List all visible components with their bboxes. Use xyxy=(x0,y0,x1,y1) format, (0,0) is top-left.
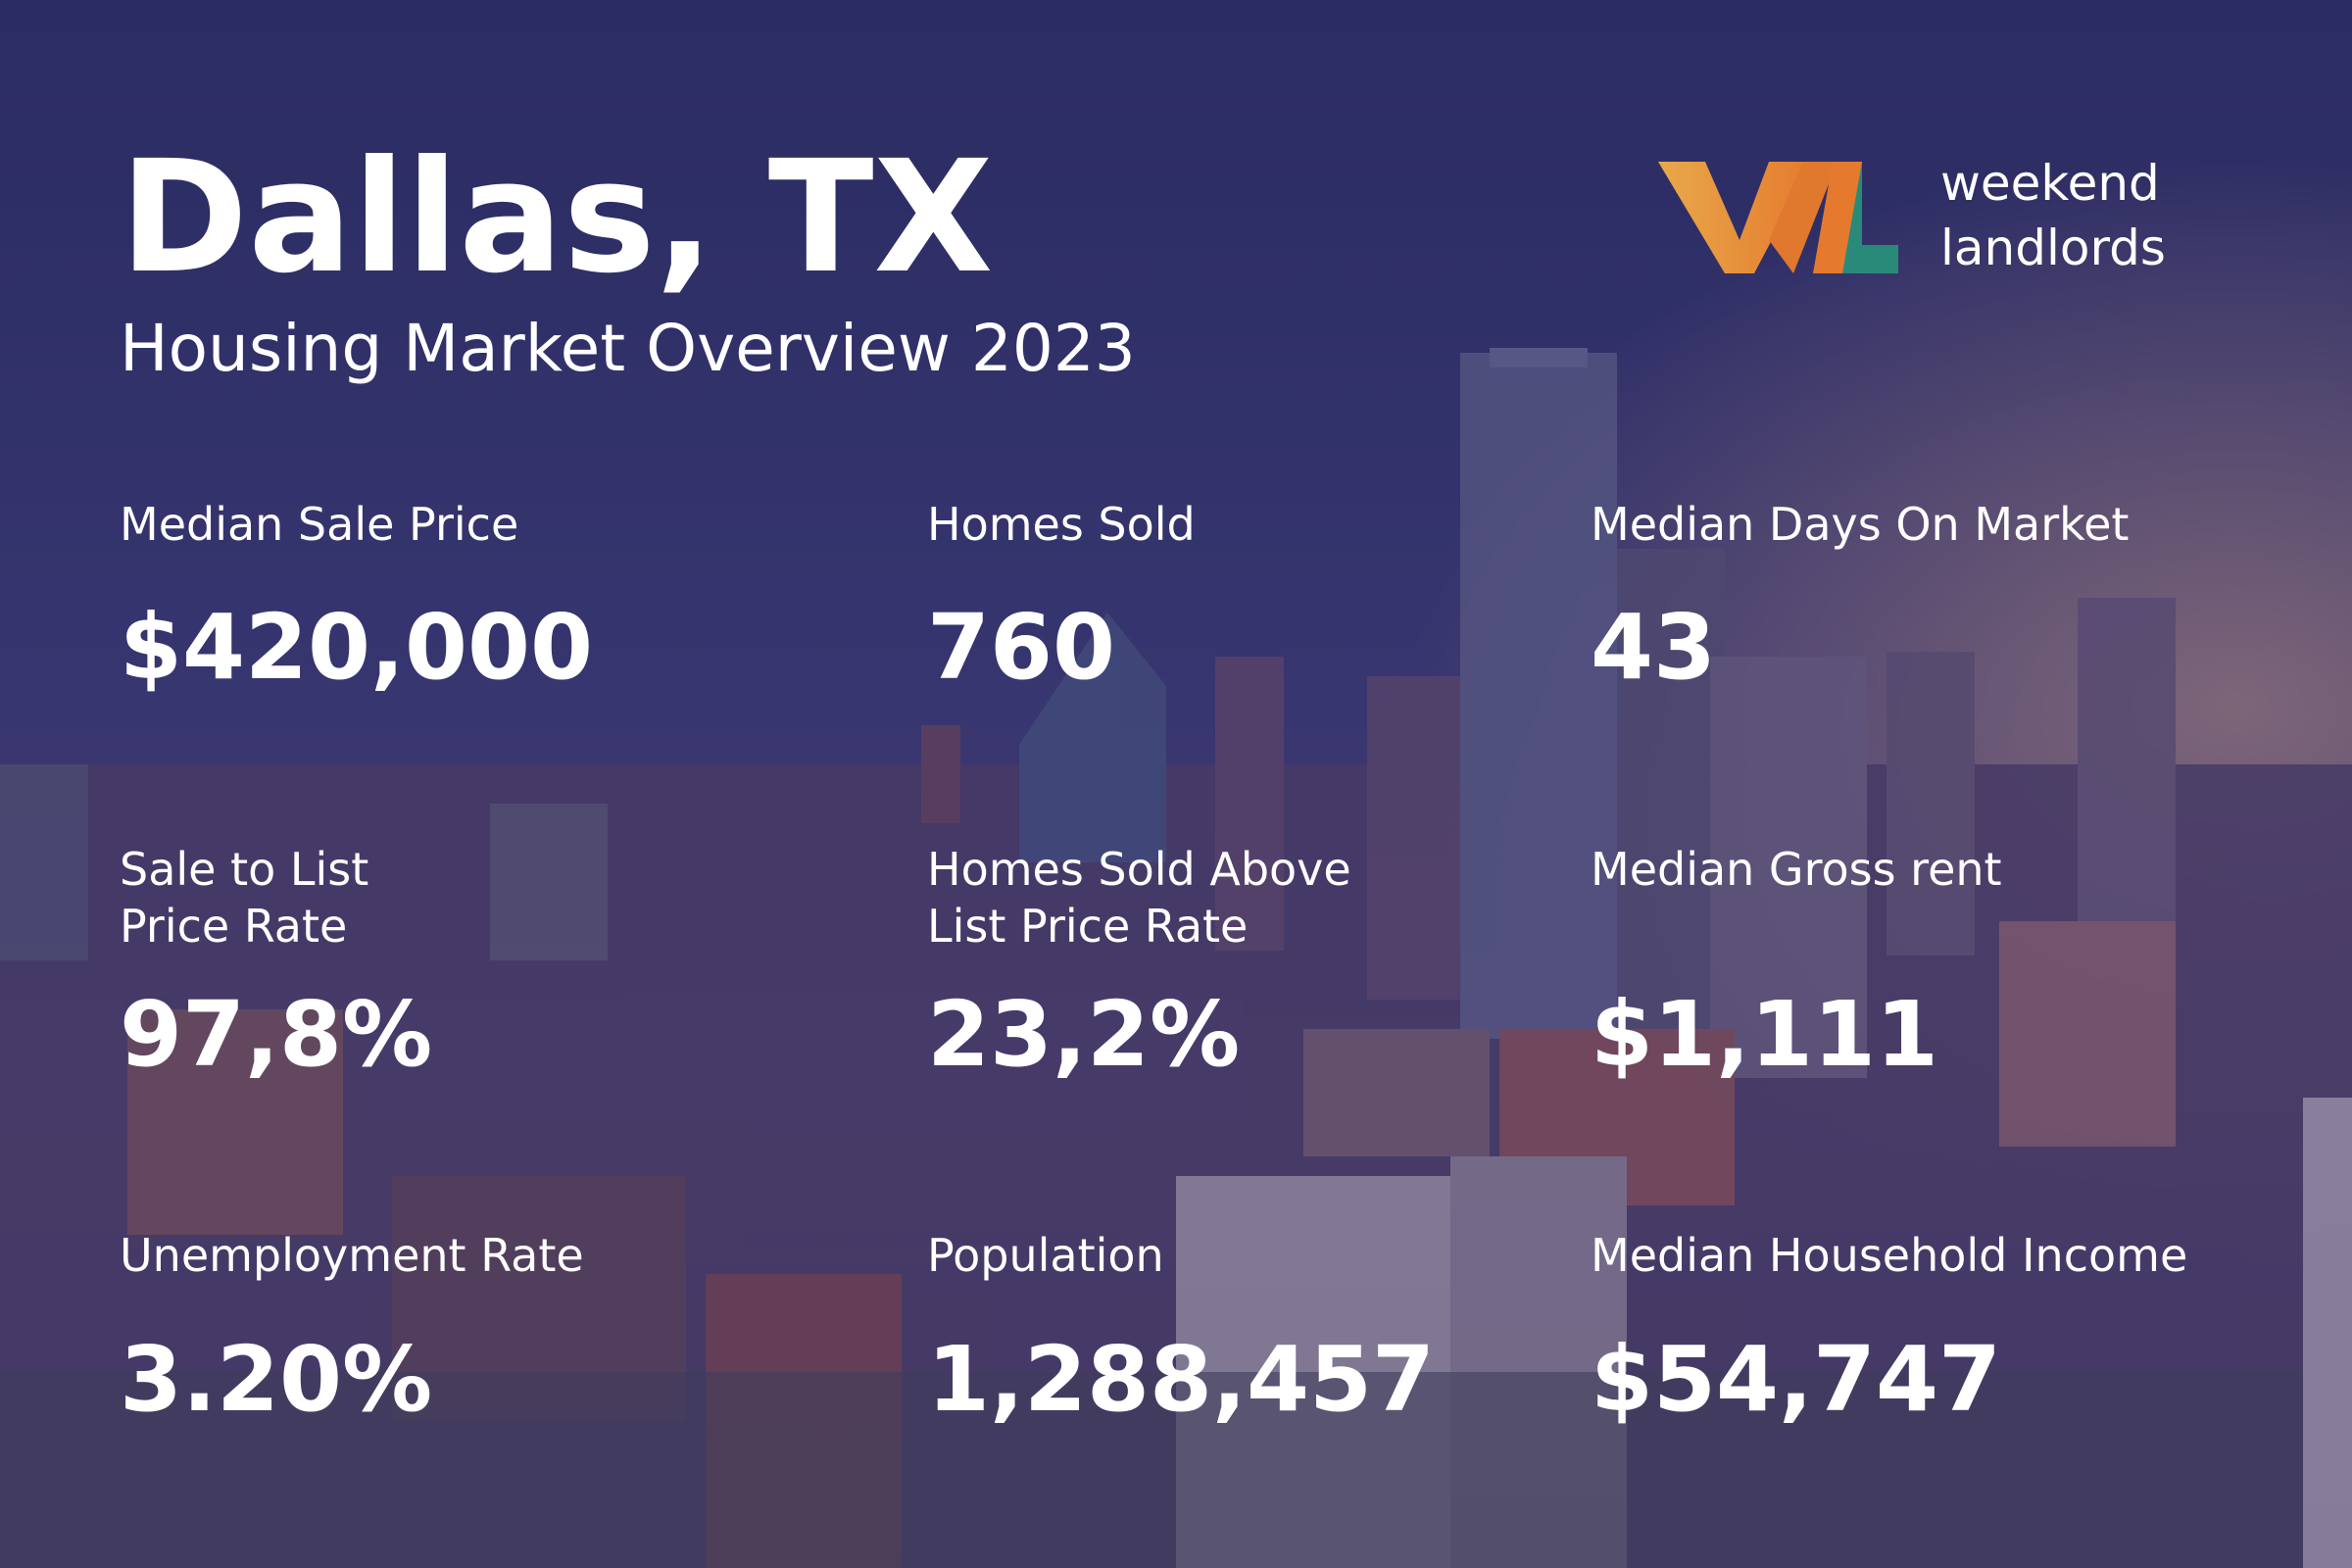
stat-value: 97,8% xyxy=(120,982,432,1087)
stat-value: $54,747 xyxy=(1591,1327,2001,1432)
stat-value: 760 xyxy=(927,595,1115,700)
stat-value: 43 xyxy=(1591,595,1716,700)
stat-label: Median Household Income xyxy=(1591,1229,2187,1282)
stat-value: 3.20% xyxy=(120,1327,432,1432)
stat-label: Unemployment Rate xyxy=(120,1229,584,1282)
stats: Median Sale Price $420,000 Homes Sold 760 Me… xyxy=(120,498,2187,1432)
stat-value: $420,000 xyxy=(120,595,593,700)
title: Dallas, TX xyxy=(120,127,993,308)
stat-label: Sale to List xyxy=(120,843,368,896)
stat-label: Median Sale Price xyxy=(120,498,518,551)
stat-value: 1,288,457 xyxy=(927,1327,1435,1432)
stat-label: List Price Rate xyxy=(927,900,1248,953)
stat-value: 23,2% xyxy=(927,982,1240,1087)
stat-label: Median Days On Market xyxy=(1591,498,2129,551)
stat-value: $1,111 xyxy=(1591,982,1938,1087)
subtitle: Housing Market Overview 2023 xyxy=(120,311,1136,386)
stat-label: Median Gross rent xyxy=(1591,843,2002,896)
stat-label: Homes Sold Above xyxy=(927,843,1351,896)
logo: weekend landlords xyxy=(1658,155,2166,276)
logo-line2: landlords xyxy=(1940,220,2166,276)
logo-line1: weekend xyxy=(1940,155,2160,212)
city-skyline xyxy=(0,348,2352,1568)
stat-label: Population xyxy=(927,1229,1164,1282)
stat-label: Price Rate xyxy=(120,900,347,953)
stat-label: Homes Sold xyxy=(927,498,1196,551)
